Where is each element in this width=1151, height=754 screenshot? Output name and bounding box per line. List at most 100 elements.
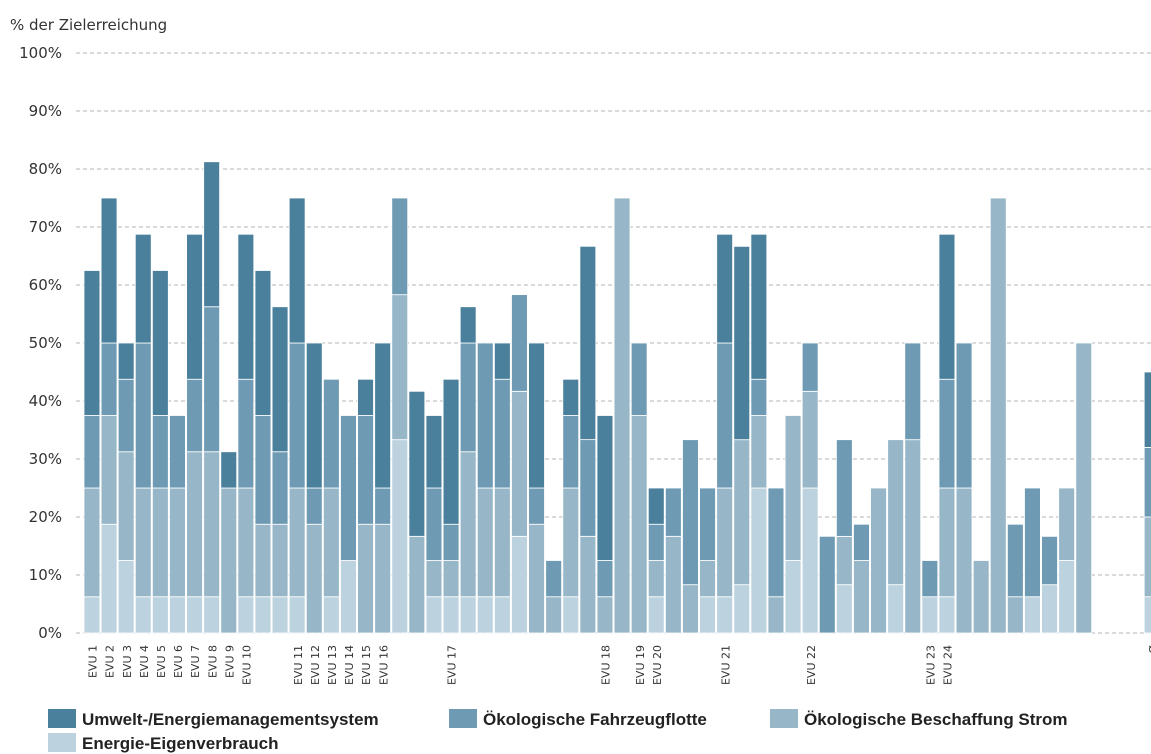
- bar-segment: [134, 596, 152, 634]
- bar-segment: [151, 487, 169, 598]
- bar-segment: [716, 342, 734, 489]
- bar-segment: [425, 596, 443, 634]
- bar-segment: [545, 560, 563, 598]
- x-tick-label: Ø: [1147, 645, 1151, 654]
- bar-segment: [716, 596, 734, 634]
- bar-segment: [83, 596, 101, 634]
- bar-segment: [938, 378, 956, 489]
- legend-swatch: [48, 709, 76, 728]
- bar-segment: [579, 439, 597, 537]
- bar-segment: [801, 390, 819, 489]
- bar-segment: [545, 596, 563, 634]
- bar-segment: [750, 415, 768, 489]
- bar-segment: [699, 596, 716, 634]
- legend-swatch: [449, 709, 477, 728]
- x-tick-label: EVU 7: [189, 645, 202, 678]
- bar-segment: [801, 487, 819, 634]
- bar-segment: [528, 523, 545, 634]
- bar-segment: [733, 439, 751, 586]
- bar-segment: [733, 245, 751, 441]
- x-tick-label: EVU 14: [343, 645, 356, 685]
- y-tick-label: 20%: [29, 508, 62, 526]
- bar-segment: [459, 342, 477, 453]
- bar-segment: [1024, 487, 1041, 598]
- bar-segment: [887, 584, 905, 634]
- bar-segment: [596, 560, 614, 598]
- bar-segment: [699, 487, 716, 561]
- y-tick-label: 30%: [29, 450, 62, 468]
- bar-segment: [442, 596, 460, 634]
- bar-segment: [665, 487, 682, 537]
- bar-segment: [511, 390, 528, 537]
- bar-segment: [374, 523, 392, 634]
- legend-label: Ökologische Beschaffung Strom: [804, 710, 1068, 729]
- bar-segment: [408, 390, 426, 537]
- bar-segment: [972, 560, 990, 634]
- x-tick-label: EVU 3: [121, 645, 134, 678]
- x-tick-label: EVU 19: [634, 645, 647, 685]
- bar-segment: [493, 596, 511, 634]
- bar-segment: [442, 523, 460, 561]
- bar-segment: [288, 487, 306, 598]
- x-tick-label: EVU 15: [360, 645, 373, 685]
- x-tick-label: EVU 2: [104, 645, 117, 678]
- bar-segment: [955, 487, 973, 634]
- bar-segment: [117, 560, 135, 634]
- bar-segment: [767, 487, 785, 598]
- bar-segment: [750, 487, 768, 634]
- bar-segment: [322, 487, 340, 598]
- bar-segment: [374, 487, 392, 525]
- bar-segment: [391, 197, 409, 296]
- bar-segment: [237, 596, 255, 634]
- bar-segment: [117, 451, 135, 561]
- bar-segment: [750, 233, 768, 380]
- bar-segment: [169, 596, 186, 634]
- bar-segment: [340, 560, 357, 634]
- bar-segment: [237, 487, 255, 598]
- bar-segment: [562, 378, 580, 416]
- bar-segment: [357, 378, 374, 416]
- bar-segment: [493, 378, 511, 489]
- bar-segment: [271, 306, 289, 453]
- bar-segment: [254, 523, 272, 598]
- bar-segment: [818, 535, 836, 634]
- x-tick-label: EVU 9: [223, 645, 236, 678]
- bar-segment: [1143, 446, 1151, 518]
- y-tick-label: 70%: [29, 218, 62, 236]
- bar-segment: [853, 560, 870, 634]
- bar-segment: [716, 487, 734, 598]
- bar-segment: [1041, 535, 1058, 586]
- bar-segment: [305, 487, 323, 525]
- bar-segment: [134, 233, 152, 344]
- bar-segment: [476, 596, 494, 634]
- bar-segment: [528, 487, 545, 525]
- bar-segment: [117, 342, 135, 380]
- x-tick-label: EVU 1: [87, 645, 100, 678]
- bar-segment: [682, 439, 699, 586]
- bar-segment: [647, 523, 665, 561]
- bar-segment: [1143, 516, 1151, 598]
- bar-segment: [938, 596, 956, 634]
- bar-segment: [271, 596, 289, 634]
- bar-segment: [476, 487, 494, 598]
- bar-segment: [425, 560, 443, 598]
- legend-swatch: [770, 709, 798, 728]
- x-tick-label: EVU 24: [942, 645, 955, 685]
- bar-segment: [169, 487, 186, 598]
- legend-label: Umwelt-/Energiemanagementsystem: [82, 710, 379, 729]
- bar-segment: [476, 342, 494, 489]
- bar-segment: [699, 560, 716, 598]
- y-tick-label: 60%: [29, 276, 62, 294]
- bar-segment: [151, 270, 169, 416]
- bar-segment: [630, 415, 648, 634]
- y-axis-label: % der Zielerreichung: [10, 16, 167, 34]
- y-tick-label: 40%: [29, 392, 62, 410]
- bar-segment: [442, 378, 460, 525]
- bar-segment: [220, 451, 238, 489]
- bar-segment: [562, 596, 580, 634]
- x-tick-label: EVU 18: [600, 645, 613, 685]
- bar-segment: [528, 342, 545, 489]
- bar-segment: [322, 378, 340, 489]
- bar-segment: [511, 535, 528, 634]
- bar-segment: [1075, 342, 1093, 634]
